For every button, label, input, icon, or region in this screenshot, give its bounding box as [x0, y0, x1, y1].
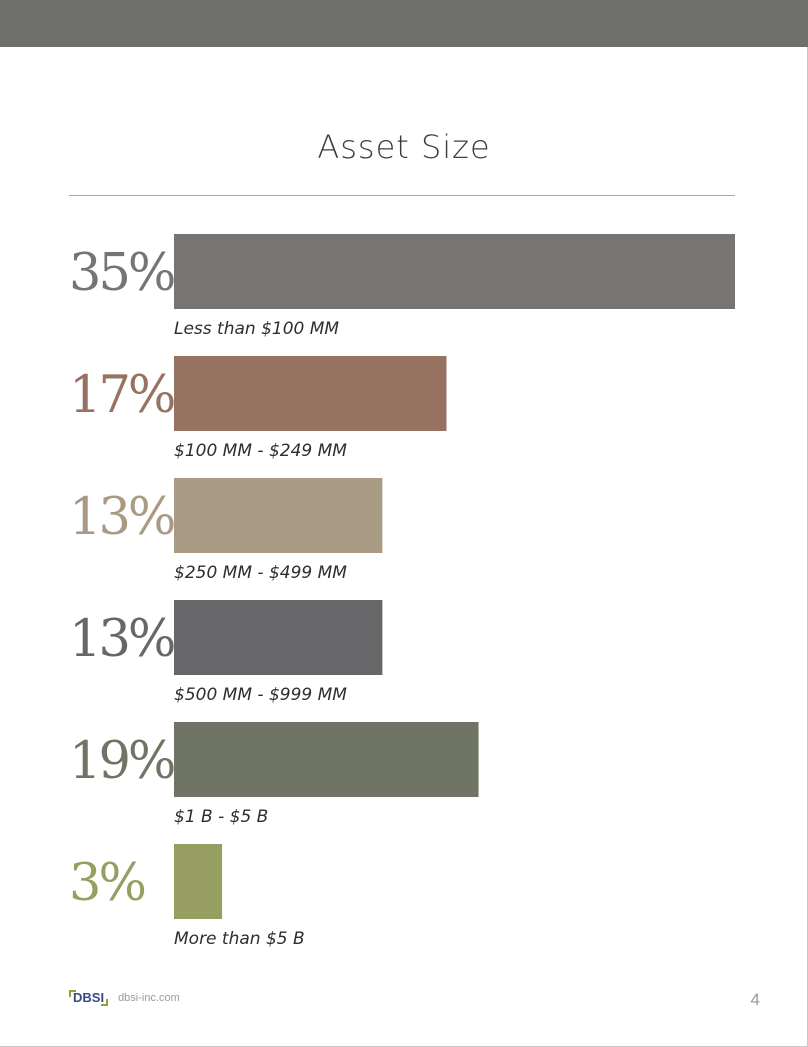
value-label: 19% [69, 732, 174, 791]
value-label: 13% [69, 488, 174, 547]
value-label: 13% [69, 610, 174, 669]
title-divider [69, 195, 735, 196]
value-label: 3% [69, 854, 144, 913]
bar [174, 844, 223, 919]
bar [174, 356, 447, 431]
value-label: 35% [69, 244, 174, 303]
category-label: $100 MM - $249 MM [174, 441, 347, 461]
dbsi-logo: DBSI [69, 990, 109, 1006]
category-label: More than $5 B [174, 929, 305, 949]
footer-logo: DBSI dbsi-inc.com [69, 988, 180, 1008]
bar [174, 600, 383, 675]
bar [174, 234, 735, 309]
top-banner [0, 0, 808, 47]
category-label: $250 MM - $499 MM [174, 563, 347, 583]
bar [174, 478, 383, 553]
page-title: Asset Size [317, 128, 491, 166]
footer-url: dbsi-inc.com [118, 992, 180, 1004]
page-number: 4 [750, 990, 760, 1009]
bar [174, 722, 479, 797]
category-label: Less than $100 MM [174, 319, 339, 339]
asset-size-bar-chart: 35%Less than $100 MM 17%$100 MM - $249 MM… [69, 234, 735, 949]
category-label: $1 B - $5 B [174, 807, 268, 827]
category-label: $500 MM - $999 MM [174, 685, 347, 705]
value-label: 17% [69, 366, 174, 425]
